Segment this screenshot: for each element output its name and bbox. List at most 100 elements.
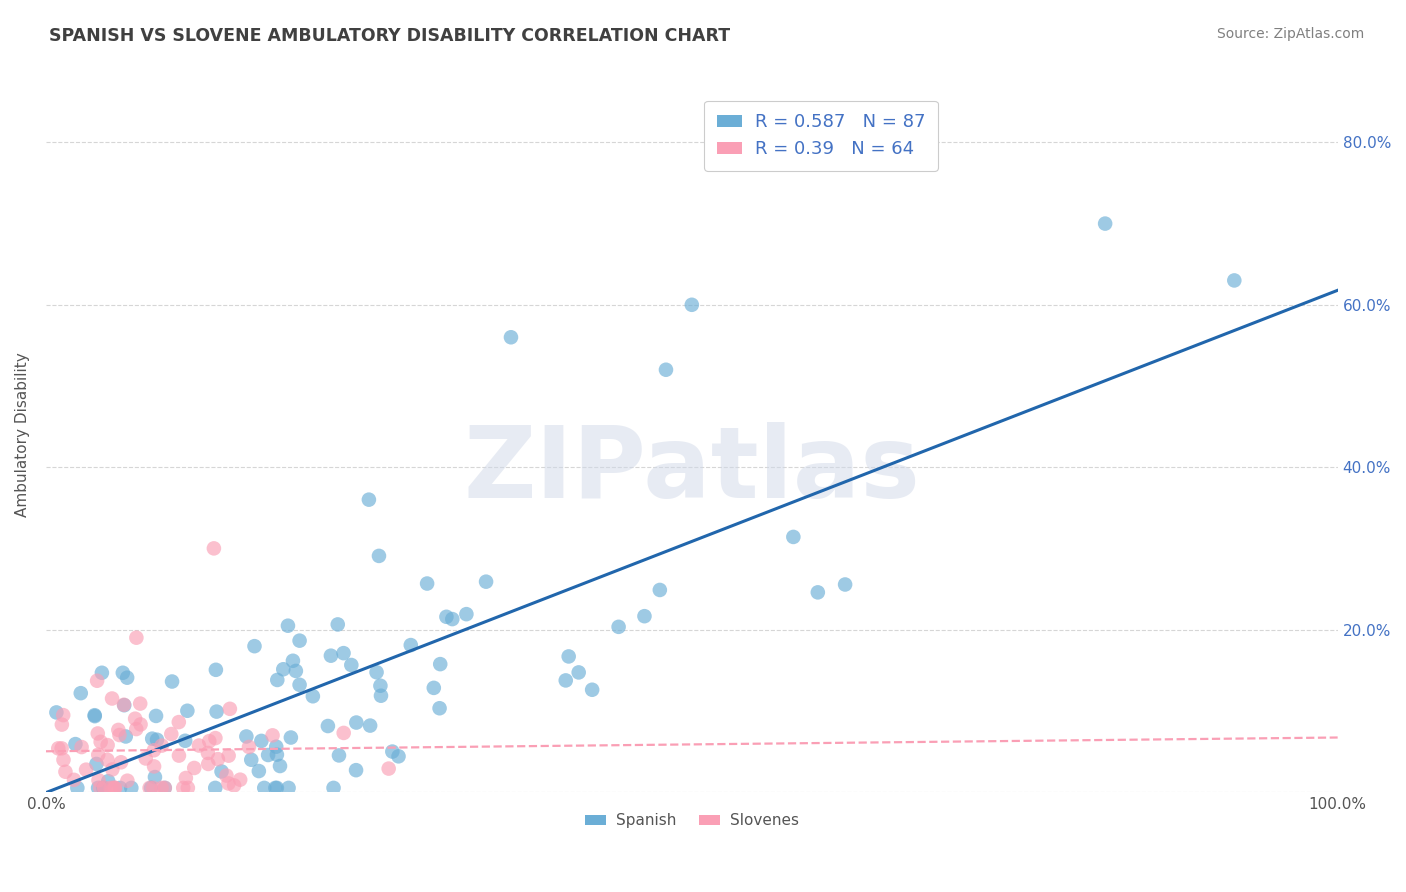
Point [266, 747, 288, 762]
Point [219, 702, 242, 716]
Point [429, 657, 451, 672]
Point [288, 678, 311, 692]
Point [381, 745, 404, 759]
Point [172, 780, 194, 795]
Point [188, 739, 211, 753]
Point [91, 780, 114, 795]
Point [211, 764, 233, 779]
Point [222, 779, 245, 793]
Point [86, 756, 108, 771]
Point [101, 763, 124, 777]
Point [66, 780, 89, 795]
Point [97, 774, 120, 789]
Point [399, 638, 422, 652]
Point [141, 731, 163, 746]
Point [387, 749, 409, 764]
Point [284, 664, 307, 678]
Point [89, 780, 111, 795]
Point [807, 585, 830, 599]
Point [302, 690, 325, 704]
Point [681, 298, 703, 312]
Point [150, 739, 173, 753]
Point [120, 780, 142, 795]
Point [107, 723, 129, 737]
Point [139, 780, 162, 795]
Point [111, 665, 134, 680]
Point [103, 780, 125, 795]
Point [557, 649, 579, 664]
Point [264, 739, 287, 754]
Point [271, 662, 294, 676]
Point [96, 753, 118, 767]
Point [108, 780, 131, 795]
Point [174, 771, 197, 785]
Point [52, 708, 75, 723]
Point [198, 734, 221, 748]
Point [197, 746, 219, 760]
Point [142, 780, 165, 795]
Point [554, 673, 576, 688]
Point [117, 773, 139, 788]
Point [150, 780, 173, 795]
Point [70, 740, 93, 755]
Point [332, 646, 354, 660]
Point [205, 705, 228, 719]
Point [243, 639, 266, 653]
Point [160, 727, 183, 741]
Point [262, 728, 284, 742]
Point [475, 574, 498, 589]
Point [83, 709, 105, 723]
Point [1094, 217, 1116, 231]
Point [429, 701, 451, 715]
Point [328, 748, 350, 763]
Point [366, 665, 388, 680]
Point [344, 715, 367, 730]
Point [326, 617, 349, 632]
Point [145, 709, 167, 723]
Point [204, 780, 226, 795]
Point [87, 780, 110, 795]
Point [377, 762, 399, 776]
Point [257, 747, 280, 762]
Point [238, 739, 260, 754]
Point [129, 717, 152, 731]
Point [441, 612, 464, 626]
Point [124, 712, 146, 726]
Point [316, 719, 339, 733]
Point [782, 530, 804, 544]
Point [568, 665, 591, 680]
Point [90, 665, 112, 680]
Point [153, 780, 176, 795]
Point [205, 663, 228, 677]
Point [240, 753, 263, 767]
Point [499, 330, 522, 344]
Point [423, 681, 446, 695]
Point [108, 728, 131, 742]
Point [51, 741, 73, 756]
Point [183, 761, 205, 775]
Point [138, 780, 160, 795]
Point [370, 679, 392, 693]
Point [229, 772, 252, 787]
Point [86, 673, 108, 688]
Point [436, 609, 458, 624]
Point [100, 780, 122, 795]
Point [655, 363, 678, 377]
Point [456, 607, 478, 622]
Point [217, 776, 239, 790]
Point [332, 726, 354, 740]
Point [142, 743, 165, 757]
Point [167, 715, 190, 730]
Point [146, 732, 169, 747]
Point [266, 673, 288, 687]
Point [264, 780, 287, 795]
Point [197, 756, 219, 771]
Point [280, 731, 302, 745]
Point [288, 633, 311, 648]
Point [247, 764, 270, 778]
Point [129, 697, 152, 711]
Point [607, 620, 630, 634]
Point [281, 654, 304, 668]
Point [277, 618, 299, 632]
Point [322, 780, 344, 795]
